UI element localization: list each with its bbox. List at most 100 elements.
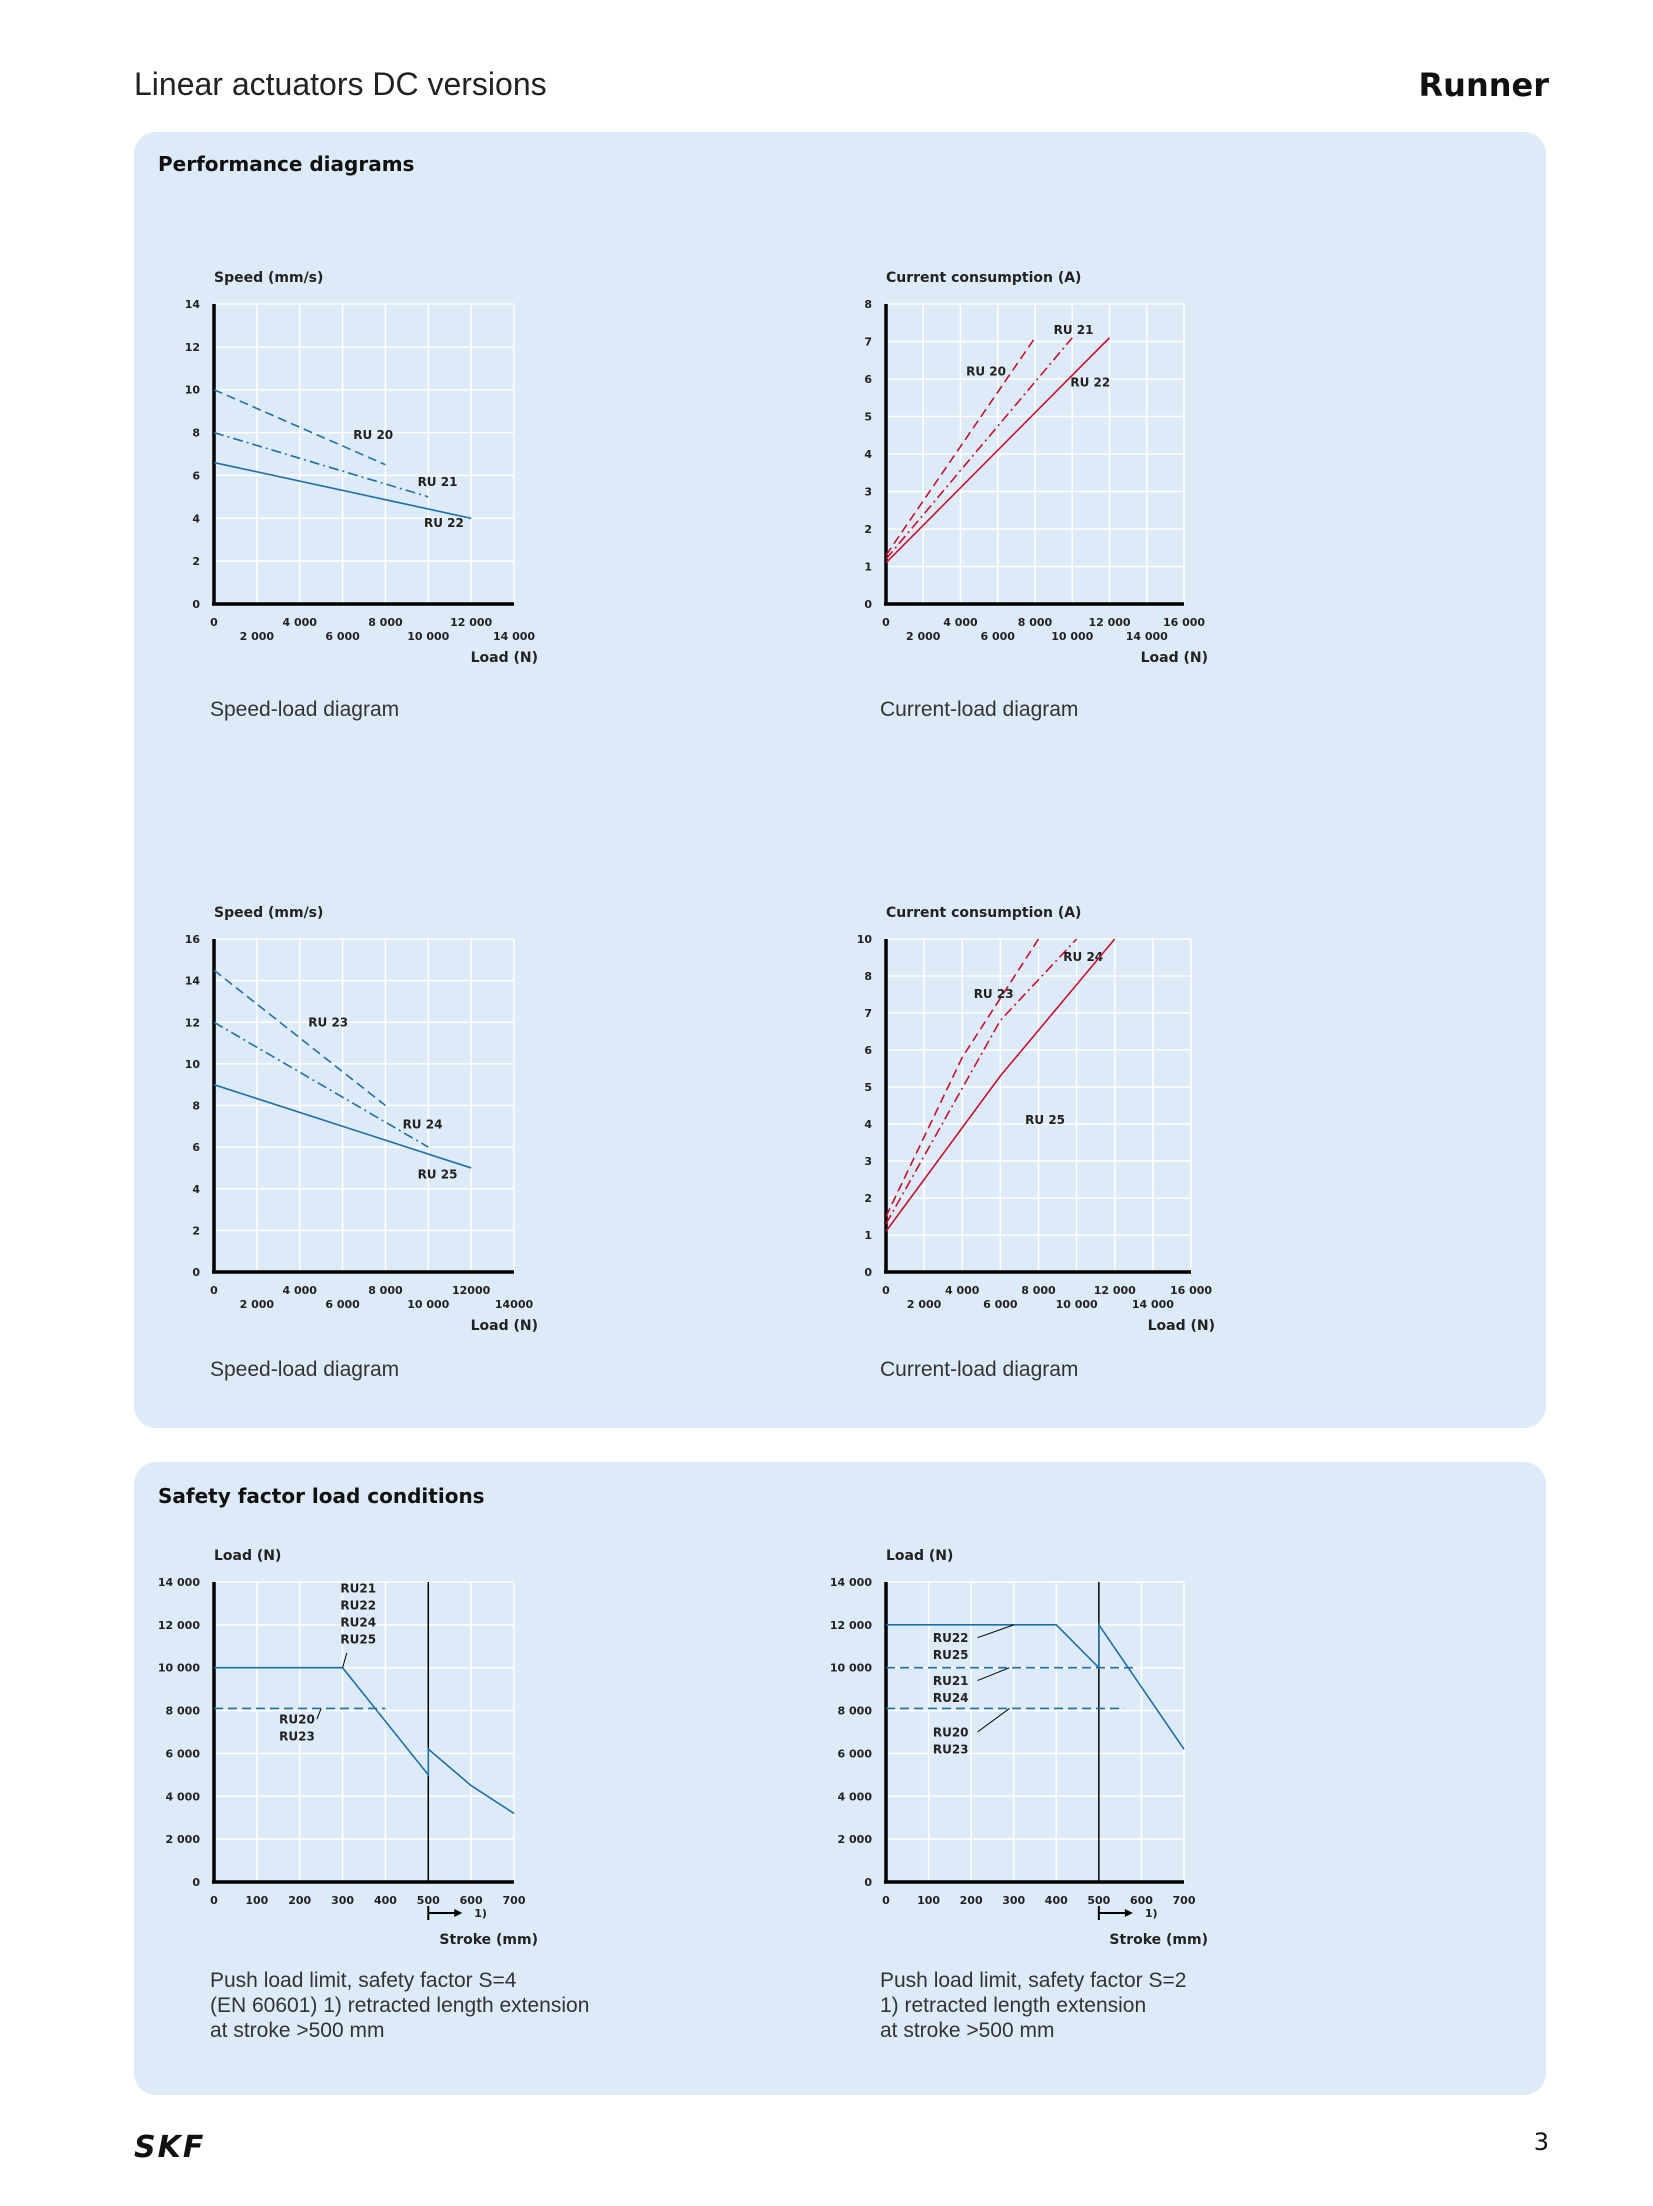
series-label: RU22 RU25 [933, 1631, 969, 1662]
y-tick-label: 1 [864, 561, 872, 574]
series-label: RU 23 [974, 987, 1014, 1001]
y-tick-label: 0 [192, 598, 200, 611]
x-tick-label: 0 [882, 1894, 890, 1907]
x-tick-label: 100 [917, 1894, 940, 1907]
series-label: RU 23 [308, 1015, 348, 1029]
series-line [885, 938, 1116, 1232]
y-tick-label: 10 000 [830, 1662, 872, 1675]
series-line [213, 1083, 472, 1169]
y-tick-label: 2 [864, 1192, 872, 1205]
y-tick-label: 2 000 [166, 1833, 201, 1846]
y-tick-label: 2 [864, 523, 872, 536]
series-line [885, 337, 1036, 556]
y-tick-label: 6 000 [166, 1747, 201, 1760]
series-label: RU21 RU24 [933, 1674, 969, 1705]
y-tick-label: 12 [185, 341, 200, 354]
y-tick-label: 6 [192, 469, 200, 482]
x-tick-label: 300 [331, 1894, 354, 1907]
y-axis-label: Load (N) [214, 1548, 281, 1564]
y-tick-label: 4 [864, 1118, 872, 1131]
y-tick-label: 5 [864, 411, 872, 424]
extension-marker-arrowhead [454, 1909, 463, 1917]
y-tick-label: 8 [864, 970, 872, 983]
y-tick-label: 12 [185, 1016, 200, 1029]
y-tick-label: 2 [192, 1224, 200, 1237]
y-tick-label: 6 [192, 1141, 200, 1154]
x-tick-label: 0 [882, 616, 890, 629]
y-tick-label: 4 [864, 448, 872, 461]
series-label: RU 20 [353, 428, 393, 442]
x-tick-label: 4 000 [282, 1284, 317, 1297]
series-leader-line [977, 1624, 1014, 1639]
series-line [213, 461, 472, 520]
x-tick-label: 2 000 [240, 1298, 275, 1311]
y-tick-label: 8 [192, 1100, 200, 1113]
series-label: RU 25 [418, 1167, 458, 1181]
y-tick-label: 7 [864, 1007, 872, 1020]
x-tick-label: 100 [245, 1894, 268, 1907]
x-tick-label: 8 000 [368, 1284, 403, 1297]
y-tick-label: 8 [192, 427, 200, 440]
series-leader-line [316, 1708, 322, 1720]
caption-current2: Current-load diagram [880, 1358, 1079, 1381]
series-label: RU21 RU22 RU24 RU25 [340, 1582, 376, 1647]
series-line [214, 1666, 515, 1815]
x-tick-label: 0 [210, 616, 218, 629]
y-tick-label: 4 000 [166, 1790, 201, 1803]
series-label: RU 21 [1054, 323, 1094, 337]
y-tick-label: 0 [192, 1876, 200, 1889]
series-label: RU 22 [1070, 376, 1110, 390]
series-leader-line [977, 1667, 1010, 1682]
y-tick-label: 8 000 [838, 1705, 873, 1718]
x-tick-label: 0 [210, 1284, 218, 1297]
caption-safety1: Push load limit, safety factor S=4 (EN 6… [210, 1969, 590, 2042]
x-tick-label: 14 000 [493, 630, 535, 643]
series-line [885, 337, 1073, 560]
x-tick-label: 6 000 [983, 1298, 1018, 1311]
y-tick-label: 0 [864, 1266, 872, 1279]
x-tick-label: 10 000 [1051, 630, 1093, 643]
y-tick-label: 6 000 [838, 1747, 873, 1760]
x-tick-label: 6 000 [981, 630, 1016, 643]
safety-panel: Safety factor load conditions [134, 1462, 1546, 2095]
series-line [213, 1021, 429, 1148]
y-tick-label: 12 000 [158, 1619, 200, 1632]
y-tick-label: 10 [857, 933, 873, 946]
x-tick-label: 6 000 [325, 630, 360, 643]
y-axis-label: Speed (mm/s) [214, 270, 323, 286]
extension-marker-arrowhead [1124, 1909, 1133, 1917]
series-line [213, 388, 386, 466]
x-tick-label: 600 [1130, 1894, 1153, 1907]
y-tick-label: 14 000 [158, 1576, 200, 1589]
y-axis-label: Current consumption (A) [886, 270, 1081, 286]
series-label: RU 24 [403, 1117, 443, 1131]
y-tick-label: 0 [864, 1876, 872, 1889]
y-tick-label: 7 [864, 336, 872, 349]
x-tick-label: 0 [210, 1894, 218, 1907]
performance-title: Performance diagrams [158, 152, 415, 176]
y-tick-label: 3 [864, 1155, 872, 1168]
y-tick-label: 0 [864, 598, 872, 611]
x-tick-label: 12 000 [1094, 1284, 1136, 1297]
y-tick-label: 6 [864, 373, 872, 386]
x-tick-label: 4 000 [945, 1284, 980, 1297]
series-label: RU20 RU23 [933, 1725, 969, 1756]
x-tick-label: 14 000 [1126, 630, 1168, 643]
x-tick-label: 8 000 [1018, 616, 1053, 629]
y-tick-label: 4 [192, 1183, 200, 1196]
y-tick-label: 14 000 [830, 1576, 872, 1589]
x-tick-label: 2 000 [906, 630, 941, 643]
x-tick-label: 700 [503, 1894, 526, 1907]
safety-title: Safety factor load conditions [158, 1484, 485, 1508]
x-tick-label: 10 000 [407, 630, 449, 643]
y-tick-label: 14 [185, 298, 201, 311]
y-axis-label: Current consumption (A) [886, 905, 1081, 921]
x-tick-label: 12 000 [1088, 616, 1130, 629]
series-label: RU 24 [1063, 950, 1103, 964]
y-tick-label: 12 000 [830, 1619, 872, 1632]
y-tick-label: 1 [864, 1229, 872, 1242]
x-tick-label: 8 000 [1021, 1284, 1056, 1297]
series-line [213, 969, 386, 1107]
